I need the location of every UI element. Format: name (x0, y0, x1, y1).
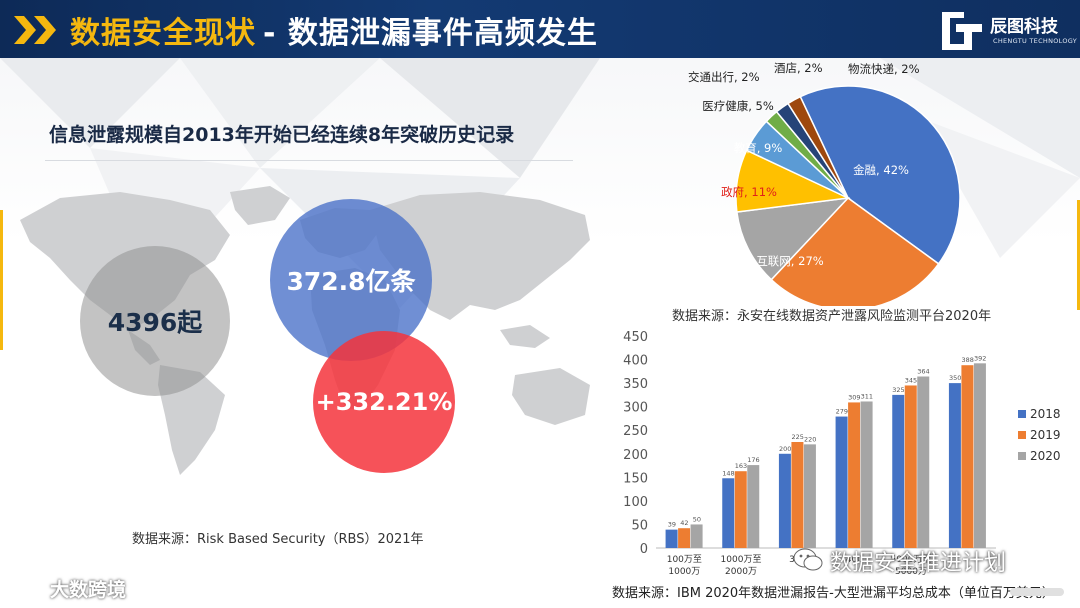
bar-2020-6 (973, 363, 986, 548)
pie-label-6: 交通出行, 2% (688, 70, 760, 84)
bar-value-2019-5: 345 (905, 376, 917, 384)
x-tick-label-2-2: 2000万 (725, 567, 757, 577)
y-tick-label-5: 250 (623, 424, 648, 439)
company-logo-icon (942, 12, 982, 50)
bar-value-2020-5: 364 (917, 368, 929, 376)
y-tick-label-7: 350 (623, 377, 648, 392)
y-tick-label-9: 450 (623, 330, 648, 345)
source-note-left: 数据来源：Risk Based Security（RBS）2021年 (132, 532, 424, 547)
bar-2019-3 (791, 442, 804, 548)
company-name-en: CHENGTU TECHNOLOGY (993, 37, 1078, 45)
bar-value-2020-3: 220 (804, 435, 816, 443)
x-tick-label-1-1: 100万至 (667, 554, 702, 565)
section-headline: 信息泄露规模自2013年开始已经连续8年突破历史记录 (49, 124, 515, 146)
page-subtitle: - 数据泄漏事件高频发生 (263, 16, 598, 51)
accent-strip-right (1077, 200, 1080, 310)
page-title: 数据安全现状 (70, 16, 256, 51)
legend-label-2020: 2020 (1030, 449, 1061, 463)
pie-label-3: 政府, 11% (721, 185, 777, 199)
pie-slice-3 (736, 196, 850, 281)
bar-2018-6 (948, 383, 961, 548)
stat-circle-growth: +332.21% (313, 331, 455, 473)
bar-value-2018-3: 200 (779, 445, 791, 453)
bar-2020-2 (747, 465, 760, 548)
pie-label-7: 酒店, 2% (774, 61, 823, 75)
x-tick-label-5-1: 5000万至 (891, 554, 932, 565)
bar-value-2018-5: 325 (892, 386, 904, 394)
y-tick-label-4: 200 (623, 448, 648, 463)
y-tick-label-2: 100 (623, 495, 648, 510)
y-tick-label-0: 0 (640, 542, 648, 557)
page-indicator (1010, 588, 1064, 596)
bar-2019-5 (904, 385, 917, 548)
legend-swatch-2018 (1018, 410, 1026, 418)
bar-2019-2 (734, 471, 747, 548)
bar-value-2018-4: 279 (836, 408, 848, 416)
bar-2020-1 (690, 524, 703, 548)
pie-slice-1 (799, 85, 961, 265)
bar-2020-5 (917, 376, 930, 548)
legend-swatch-2019 (1018, 431, 1026, 439)
bar-value-2020-4: 311 (861, 392, 873, 400)
bar-value-2020-1: 50 (693, 515, 701, 523)
bar-value-2019-4: 309 (848, 393, 860, 401)
legend-swatch-2020 (1018, 452, 1026, 460)
pie-slice-2 (770, 197, 940, 306)
bar-2019-4 (848, 402, 861, 548)
y-tick-label-3: 150 (623, 471, 648, 486)
brand-watermark-text: 大数跨境 (50, 579, 127, 601)
bar-2019-6 (961, 365, 974, 548)
account-watermark-text: 数据安全推进计划 (830, 551, 1007, 576)
y-tick-label-6: 300 (623, 401, 648, 416)
pie-label-1: 金融, 42% (853, 163, 909, 177)
industry-pie-chart: 金融, 42% 互联网, 27% 政府, 11% 教育, 9% 医疗健康, 5% 交通出行… (688, 61, 961, 306)
source-note-bar: 数据来源：IBM 2020年数据泄漏报告-大型泄漏平均总成本（单位百万美元） (612, 586, 1055, 601)
brand-watermark-icon (66, 577, 97, 600)
bar-value-2019-3: 225 (791, 433, 803, 441)
stat-circle-events: 4396起 (80, 246, 230, 396)
bar-2020-3 (803, 444, 816, 548)
source-note-pie: 数据来源：永安在线数据资产泄露风险监测平台2020年 (672, 309, 992, 324)
bar-value-2020-2: 176 (747, 456, 759, 464)
bar-value-2019-1: 42 (680, 519, 688, 527)
y-tick-label-1: 50 (631, 518, 648, 533)
bar-value-2018-2: 148 (722, 469, 734, 477)
legend-label-2019: 2019 (1030, 428, 1061, 442)
legend-label-2018: 2018 (1030, 407, 1061, 421)
x-tick-label-4-1: 400 (846, 555, 863, 565)
bar-value-2018-1: 39 (668, 521, 676, 529)
bar-2018-5 (892, 394, 905, 548)
accent-strip-left (0, 210, 3, 350)
pie-label-5: 医疗健康, 5% (702, 99, 774, 113)
pie-slice-8 (786, 95, 849, 199)
bar-2018-1 (665, 529, 678, 548)
lowpoly-background-right (880, 58, 1080, 258)
bar-2020-4 (860, 401, 873, 548)
bar-value-2019-6: 388 (961, 356, 973, 364)
bar-value-2020-6: 392 (974, 354, 986, 362)
y-tick-label-8: 400 (623, 354, 648, 369)
x-tick-label-5-2: 5000万 (895, 567, 927, 577)
bar-2018-4 (835, 416, 848, 548)
pie-label-4: 教育, 9% (734, 141, 783, 155)
bar-2019-1 (678, 528, 691, 548)
x-tick-label-1-2: 1000万 (668, 567, 700, 577)
breach-cost-bar-chart: 0 50 100 150 200 250 300 350 400 450 39 148 200 279 32… (623, 330, 1061, 577)
chevron-arrows-icon (14, 16, 56, 44)
bar-value-2018-6: 350 (949, 374, 961, 382)
divider (45, 160, 573, 161)
company-name: 辰图科技 (990, 17, 1058, 37)
pie-label-2: 互联网, 27% (756, 254, 823, 268)
bar-2018-3 (778, 453, 791, 548)
bar-value-2019-2: 163 (735, 462, 747, 470)
bar-2018-2 (722, 478, 735, 548)
pie-label-8: 物流快递, 2% (848, 62, 920, 76)
wechat-icon (793, 548, 823, 571)
header-bar: 数据安全现状 - 数据泄漏事件高频发生 辰图科技 CHENGTU TECHNOL… (0, 0, 1080, 58)
x-tick-label-2-1: 1000万至 (721, 554, 762, 565)
